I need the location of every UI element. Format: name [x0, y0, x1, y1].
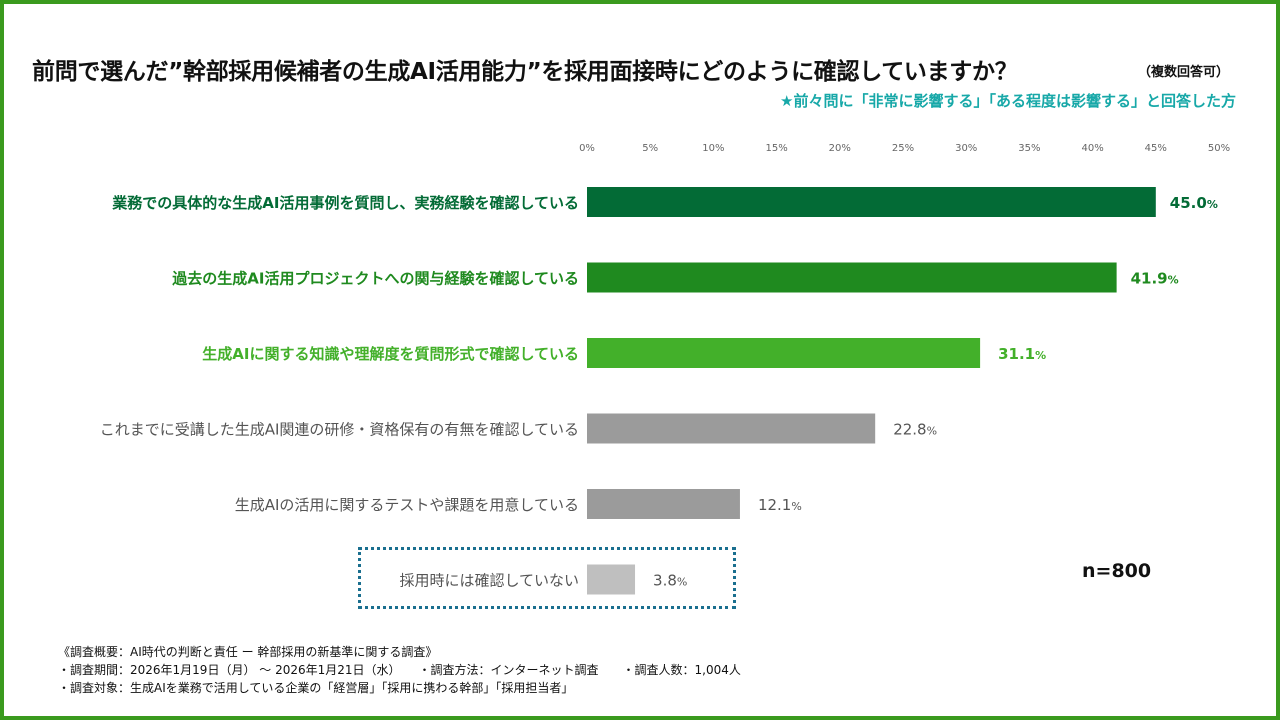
chart-title: 前問で選んだ”幹部採用候補者の生成AI活用能力”を採用面接時にどのように確認して… [32, 59, 1018, 85]
value-label: 22.8% [893, 421, 937, 439]
category-label: これまでに受講した生成AI関連の研修・資格保有の有無を確認している [100, 421, 579, 439]
footer-line-period: ・調査期間：2026年1月19日（月） 〜 2026年1月21日（水） ・調査方… [58, 663, 741, 677]
value-number: 3.8 [653, 572, 677, 590]
bar [587, 338, 981, 368]
sample-size-label: n=800 [1082, 560, 1152, 582]
x-tick-label: 25% [892, 143, 914, 154]
x-tick-label: 40% [1081, 143, 1103, 154]
value-unit: % [1035, 349, 1046, 362]
value-number: 12.1 [758, 496, 791, 514]
survey-footer: 《調査概要：AI時代の判断と責任 ー 幹部採用の新基準に関する調査》 ・調査期間… [58, 643, 741, 697]
value-unit: % [1207, 198, 1218, 211]
x-tick-label: 5% [642, 143, 658, 154]
x-tick-label: 30% [955, 143, 977, 154]
bar [587, 262, 1117, 293]
x-tick-label: 15% [765, 143, 787, 154]
footer-line-target: ・調査対象：生成AIを業務で活用している企業の「経営層」「採用に携わる幹部」「採… [58, 681, 574, 695]
value-label: 41.9% [1131, 270, 1179, 288]
category-label: 生成AIに関する知識や理解度を質問形式で確認している [202, 345, 579, 363]
value-number: 45.0 [1170, 194, 1207, 212]
value-unit: % [791, 500, 801, 513]
value-number: 41.9 [1131, 270, 1168, 288]
footer-line-overview: 《調査概要：AI時代の判断と責任 ー 幹部採用の新基準に関する調査》 [58, 645, 438, 659]
value-label: 45.0% [1170, 194, 1218, 212]
highlight-box [358, 547, 736, 609]
bar [587, 489, 740, 519]
x-tick-label: 35% [1018, 143, 1040, 154]
value-unit: % [927, 425, 937, 438]
x-tick-label: 50% [1208, 143, 1230, 154]
category-label: 生成AIの活用に関するテストや課題を用意している [235, 496, 579, 514]
category-label: 業務での具体的な生成AI活用事例を質問し、実務経験を確認している [111, 194, 579, 212]
x-tick-label: 10% [702, 143, 724, 154]
bar [587, 413, 876, 444]
value-label: 12.1% [758, 496, 802, 514]
value-label: 31.1% [998, 345, 1046, 363]
category-label: 過去の生成AI活用プロジェクトへの関与経験を確認している [171, 270, 579, 288]
chart-title-note: （複数回答可） [1138, 65, 1230, 80]
value-unit: % [1168, 274, 1179, 287]
value-number: 22.8 [893, 421, 926, 439]
x-tick-label: 0% [579, 143, 595, 154]
value-number: 31.1 [998, 345, 1035, 363]
value-unit: % [677, 576, 687, 589]
bar [587, 187, 1156, 217]
chart-subtitle: ★前々問に「非常に影響する」「ある程度は影響する」と回答した方 [780, 92, 1236, 110]
x-tick-label: 45% [1145, 143, 1167, 154]
value-label: 3.8% [653, 572, 687, 590]
bar [587, 564, 636, 595]
category-label: 採用時には確認していない [399, 572, 579, 590]
x-tick-label: 20% [829, 143, 851, 154]
